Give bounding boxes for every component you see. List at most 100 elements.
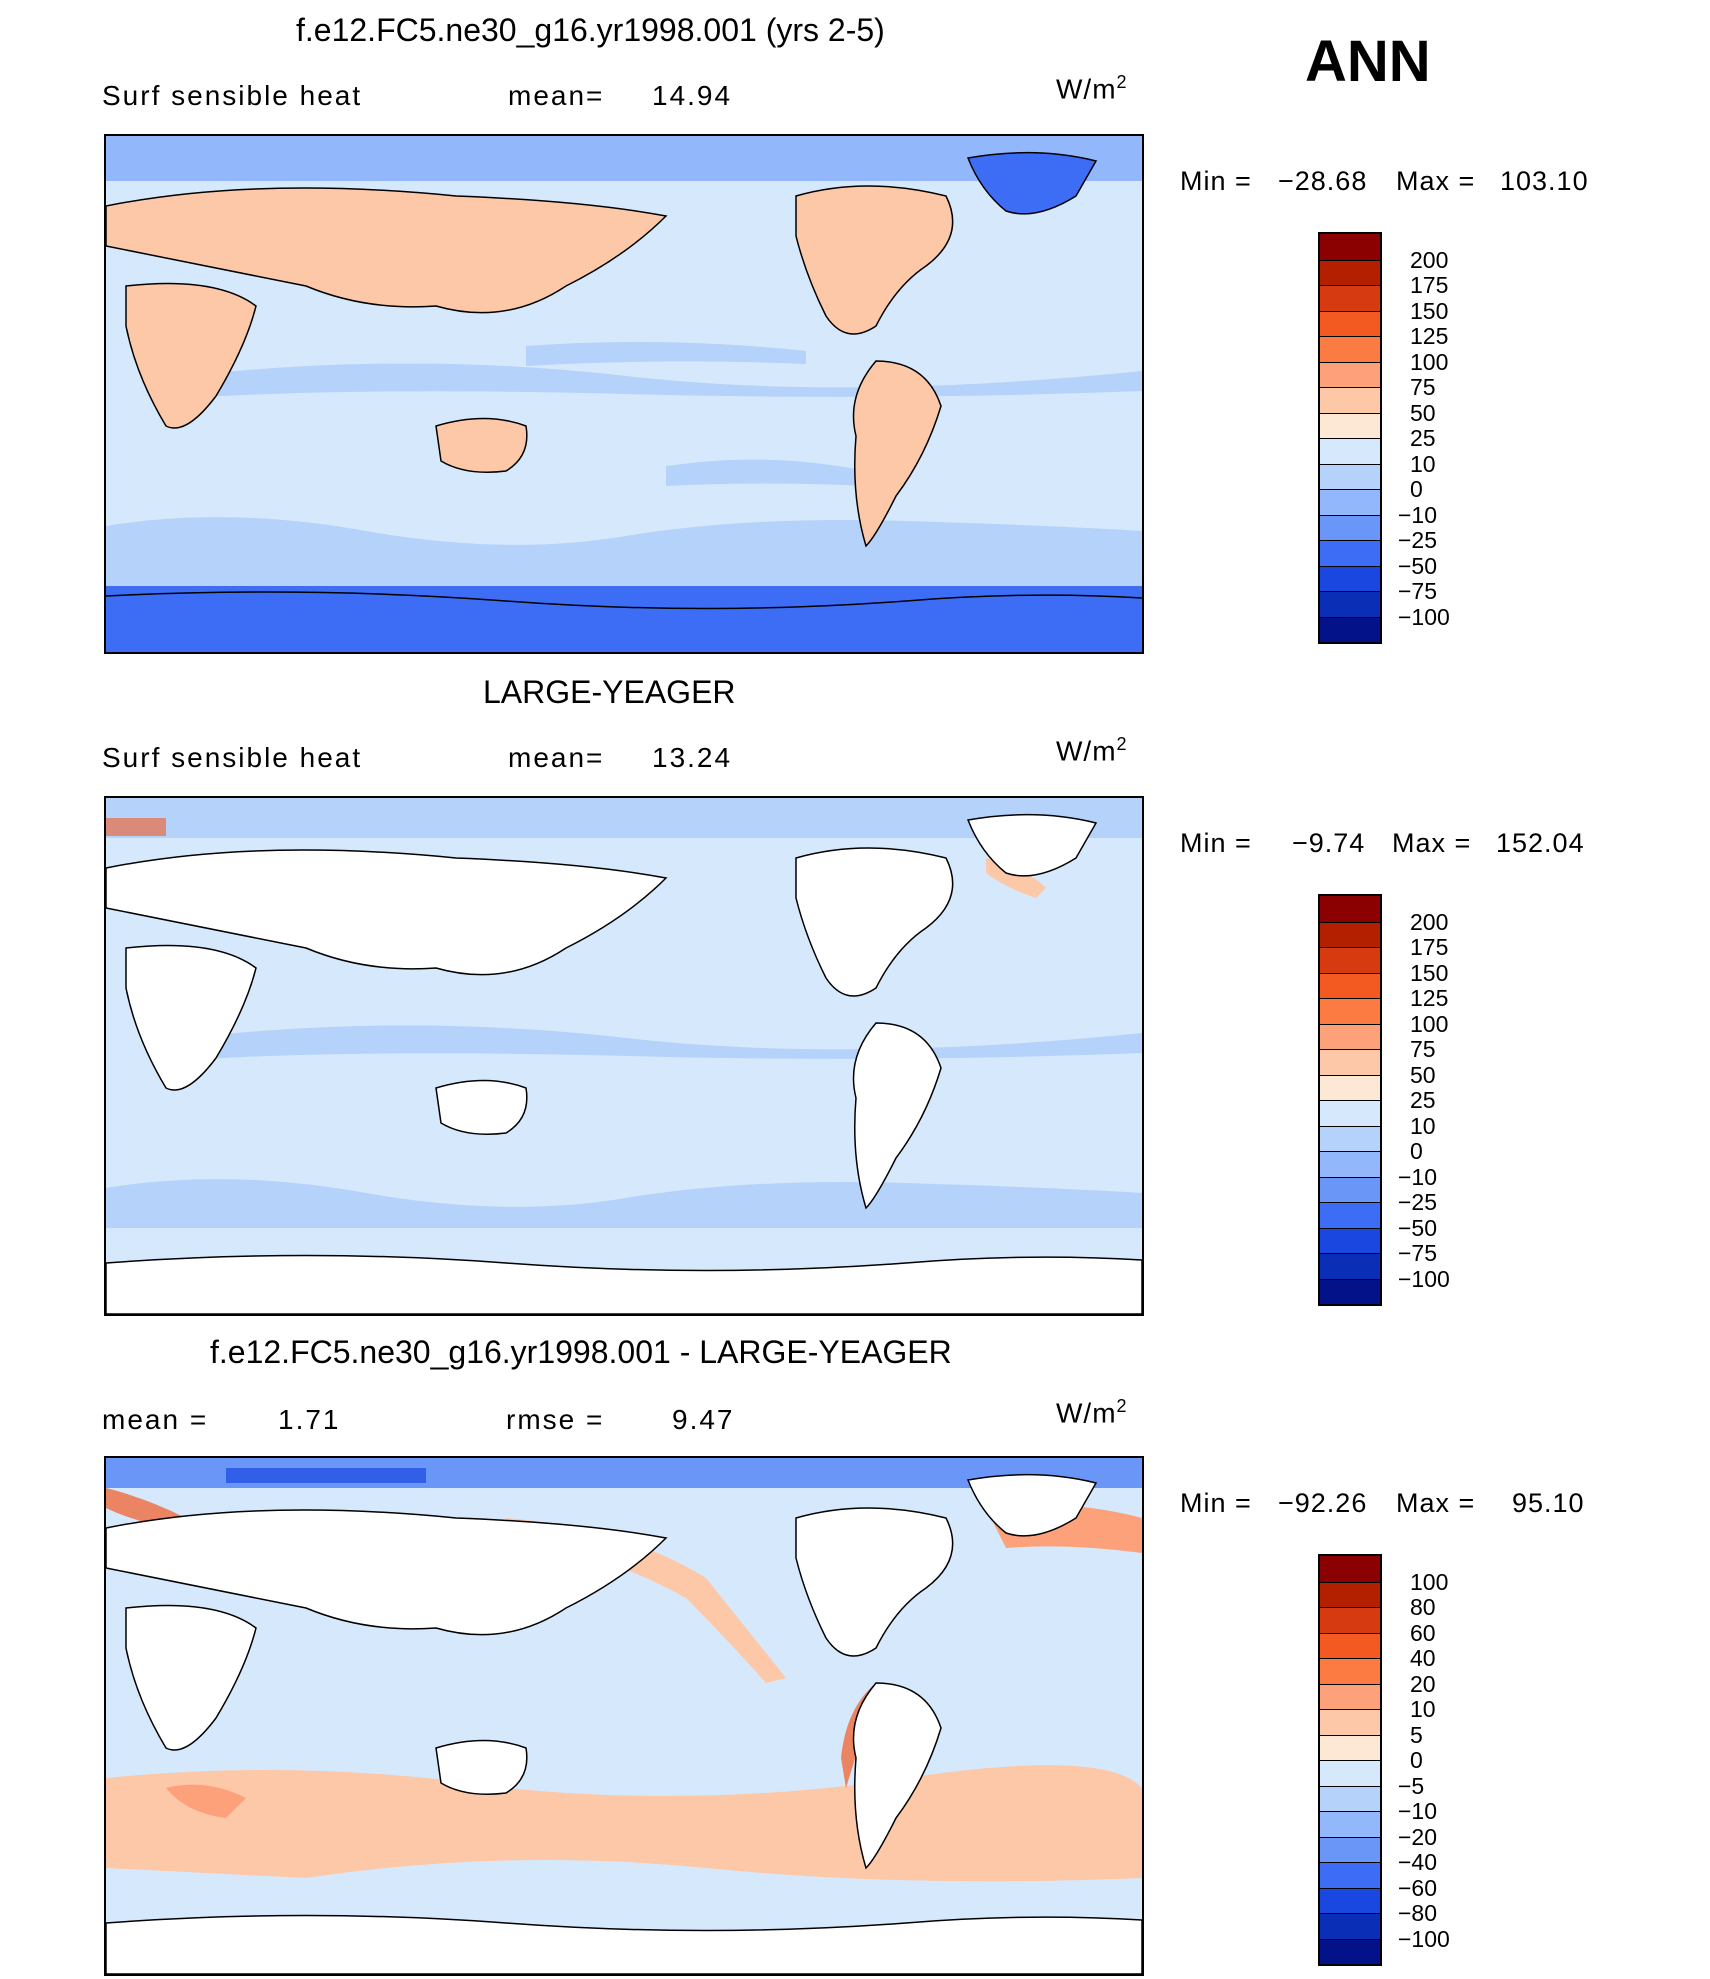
colorbar-tick-label: −50 [1398,552,1438,579]
panel-3-max-label: Max = [1396,1488,1476,1518]
colorbar-swatch [1320,998,1380,1024]
colorbar-swatch [1320,1253,1380,1279]
colorbar-swatch [1320,1607,1380,1633]
colorbar-tick-label: −20 [1398,1823,1438,1850]
colorbar-swatch [1320,1556,1380,1582]
panel-1-mean-value: 14.94 [652,80,733,111]
colorbar-swatch [1320,972,1380,998]
colorbar-tick-label: 75 [1410,374,1436,400]
colorbar-swatch [1320,616,1380,642]
colorbar-swatch [1320,1887,1380,1913]
colorbar-tick-label: 100 [1410,1568,1449,1595]
panel-2-mean-value: 13.24 [652,742,733,773]
colorbar-tick-label: 50 [1410,399,1436,426]
colorbar-swatch [1320,1658,1380,1684]
colorbar-tick-label: 75 [1410,1036,1436,1062]
colorbar-swatch [1320,1760,1380,1786]
colorbar-tick-label: −80 [1398,1900,1438,1926]
colorbar-swatch [1320,514,1380,540]
panel-3-title: f.e12.FC5.ne30_g16.yr1998.001 - LARGE-YE… [210,1334,952,1370]
panel-2-variable: Surf sensible heat [102,742,363,773]
panel-1-min-value: −28.68 [1278,166,1368,196]
panel-1-variable: Surf sensible heat [102,80,363,111]
colorbar-swatch [1320,1811,1380,1837]
panel-2-map [104,796,1144,1316]
colorbar-swatch [1320,285,1380,311]
panel-2-min-value: −9.74 [1292,828,1366,858]
colorbar-swatch [1320,1683,1380,1709]
colorbar-swatch [1320,438,1380,464]
colorbar-tick-label: −100 [1398,1265,1450,1292]
colorbar-swatch [1320,336,1380,362]
colorbar-swatch [1320,1278,1380,1304]
colorbar-swatch [1320,1023,1380,1049]
colorbar-swatch [1320,1074,1380,1100]
colorbar-swatch [1320,921,1380,947]
colorbar-tick-label: −50 [1398,1214,1438,1241]
panel-3-max-value: 95.10 [1512,1488,1585,1518]
colorbar-tick-label: 150 [1410,959,1449,986]
colorbar-swatch [1320,1151,1380,1177]
colorbar-swatch [1320,412,1380,438]
colorbar-swatch [1320,896,1380,922]
panel-3-colorbar [1318,1554,1382,1966]
panel-2-colorbar [1318,894,1382,1306]
colorbar-swatch [1320,234,1380,260]
colorbar-tick-label: 175 [1410,934,1449,960]
colorbar-swatch [1320,1049,1380,1075]
colorbar-tick-label: 125 [1410,323,1449,349]
panel-3-min-label: Min = [1180,1488,1252,1518]
panel-3-map [104,1456,1144,1976]
colorbar-tick-label: 0 [1410,476,1423,502]
panel-3-rmse-label: rmse = [506,1404,605,1435]
colorbar-tick-label: 20 [1410,1670,1436,1697]
panel-1-units: W/m2 [1056,72,1128,105]
panel-2-min-label: Min = [1180,828,1252,858]
panel-1-colorbar [1318,232,1382,644]
colorbar-swatch [1320,489,1380,515]
colorbar-tick-label: 100 [1410,348,1449,375]
colorbar-swatch [1320,947,1380,973]
colorbar-tick-label: −25 [1398,1189,1438,1215]
colorbar-swatch [1320,1581,1380,1607]
colorbar-tick-label: 10 [1410,1696,1436,1722]
panel-1-title: f.e12.FC5.ne30_g16.yr1998.001 (yrs 2-5) [296,12,885,48]
colorbar-tick-label: −10 [1398,1163,1438,1190]
colorbar-tick-label: 125 [1410,985,1449,1011]
colorbar-swatch [1320,1176,1380,1202]
colorbar-swatch [1320,1632,1380,1658]
colorbar-swatch [1320,540,1380,566]
colorbar-tick-label: 200 [1410,246,1449,273]
colorbar-swatch [1320,387,1380,413]
colorbar-swatch [1320,1734,1380,1760]
colorbar-swatch [1320,1709,1380,1735]
colorbar-tick-label: 40 [1410,1645,1436,1671]
panel-1-max-label: Max = [1396,166,1476,196]
colorbar-tick-label: −25 [1398,527,1438,553]
colorbar-tick-label: −100 [1398,1925,1450,1952]
panel-1-mean-label: mean= [508,80,605,111]
panel-3-units: W/m2 [1056,1396,1128,1429]
colorbar-tick-label: 50 [1410,1061,1436,1088]
season-label: ANN [1305,29,1431,94]
colorbar-swatch [1320,1227,1380,1253]
colorbar-swatch [1320,1202,1380,1228]
panel-3-mean-value: 1.71 [278,1404,341,1435]
colorbar-swatch [1320,1862,1380,1888]
colorbar-swatch [1320,1100,1380,1126]
colorbar-tick-label: −10 [1398,1798,1438,1824]
panel-3-mean-label: mean = [102,1404,209,1435]
colorbar-tick-label: 5 [1410,1721,1423,1748]
panel-2-max-value: 152.04 [1496,828,1585,858]
colorbar-swatch [1320,259,1380,285]
colorbar-tick-label: −75 [1398,578,1438,604]
colorbar-tick-label: −40 [1398,1849,1438,1875]
colorbar-swatch [1320,310,1380,336]
colorbar-tick-label: 25 [1410,1087,1436,1113]
colorbar-swatch [1320,1938,1380,1964]
colorbar-tick-label: −60 [1398,1874,1438,1901]
colorbar-tick-label: 10 [1410,450,1436,477]
panel-3-rmse-value: 9.47 [672,1404,735,1435]
panel-2-units: W/m2 [1056,734,1128,767]
colorbar-tick-label: 100 [1410,1010,1449,1037]
